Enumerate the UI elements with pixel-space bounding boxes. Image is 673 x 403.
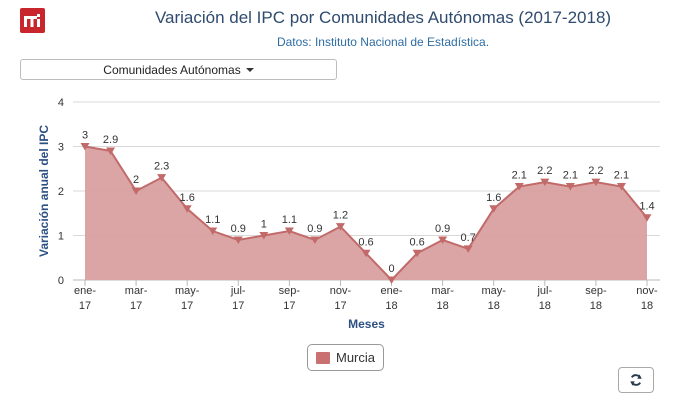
x-tick-label: 17 — [130, 300, 142, 312]
data-label: 0 — [388, 263, 394, 275]
y-tick-label: 0 — [58, 275, 64, 287]
data-label: 1.1 — [282, 214, 297, 226]
data-point-marker — [489, 205, 499, 213]
data-label: 2.2 — [588, 165, 603, 177]
x-tick-label: 18 — [590, 300, 602, 312]
y-tick-label: 2 — [58, 186, 64, 198]
data-label: 2 — [133, 174, 139, 186]
x-tick-label: nov- — [636, 285, 658, 297]
data-label: 0.6 — [409, 236, 424, 248]
x-tick-label: 18 — [385, 300, 397, 312]
series-area-murcia — [85, 146, 647, 280]
data-label: 2.2 — [537, 165, 552, 177]
x-tick-label: 18 — [539, 300, 551, 312]
data-point-marker — [233, 236, 243, 244]
x-tick-label: mar- — [125, 285, 148, 297]
x-axis-title: Meses — [348, 317, 385, 331]
data-point-marker — [463, 245, 473, 253]
data-point-marker — [412, 249, 422, 258]
data-point-marker — [540, 178, 550, 187]
data-point-marker — [514, 183, 524, 191]
data-point-marker — [259, 232, 269, 240]
data-label: 1 — [261, 219, 267, 231]
data-label: 2.1 — [614, 170, 629, 182]
x-tick-label: ene- — [74, 285, 96, 297]
legend-label: Murcia — [336, 350, 376, 365]
data-label: 0.9 — [435, 223, 450, 235]
y-tick-label: 4 — [58, 97, 64, 109]
data-point-marker — [565, 183, 575, 191]
x-tick-label: 18 — [641, 300, 653, 312]
refresh-icon — [630, 374, 642, 386]
x-tick-label: sep- — [585, 285, 607, 297]
x-tick-label: jul- — [230, 285, 246, 297]
data-label: 2.3 — [154, 161, 169, 173]
x-tick-label: sep- — [279, 285, 301, 297]
data-label: 1.6 — [180, 192, 195, 204]
x-tick-label: nov- — [330, 285, 352, 297]
y-tick-label: 3 — [58, 142, 64, 154]
x-tick-label: ene- — [381, 285, 403, 297]
y-axis-title: Variación anual del IPC — [37, 125, 51, 257]
data-point-marker — [438, 236, 448, 244]
caret-down-icon — [245, 67, 254, 72]
ine-logo-icon — [20, 8, 45, 33]
data-point-marker — [284, 227, 294, 236]
data-point-marker — [310, 236, 320, 244]
chart-title: Variación del IPC por Comunidades Autóno… — [154, 8, 612, 27]
data-label: 2.1 — [512, 170, 527, 182]
data-label: 0.9 — [231, 223, 246, 235]
data-point-marker — [616, 183, 626, 191]
x-tick-label: may- — [482, 285, 507, 297]
x-tick-label: 17 — [79, 300, 91, 312]
x-tick-label: 18 — [488, 300, 500, 312]
data-label: 3 — [82, 130, 88, 142]
data-point-marker — [208, 227, 218, 236]
data-point-marker — [106, 147, 116, 155]
x-tick-label: jul- — [536, 285, 552, 297]
x-tick-label: mar- — [431, 285, 454, 297]
data-label: 1.4 — [639, 201, 654, 213]
data-point-marker — [387, 276, 397, 284]
data-label: 1.1 — [205, 214, 220, 226]
x-tick-label: 17 — [232, 300, 244, 312]
data-point-marker — [591, 178, 601, 187]
legend-item-murcia[interactable]: Murcia — [307, 344, 385, 371]
data-point-marker — [335, 223, 345, 231]
refresh-button[interactable] — [618, 367, 654, 393]
region-selector-label: Comunidades Autónomas — [103, 62, 241, 77]
data-point-marker — [131, 187, 141, 195]
x-tick-label: 17 — [283, 300, 295, 312]
data-label: 2.9 — [103, 134, 118, 146]
data-point-marker — [642, 214, 652, 222]
y-tick-label: 1 — [58, 231, 64, 243]
data-label: 1.6 — [486, 192, 501, 204]
x-tick-label: 18 — [437, 300, 449, 312]
legend-swatch — [316, 351, 330, 364]
data-label: 2.1 — [563, 170, 578, 182]
chart-subtitle: Datos: Instituto Nacional de Estadística… — [276, 35, 490, 49]
x-tick-label: 17 — [181, 300, 193, 312]
data-label: 0.7 — [461, 232, 476, 244]
data-point-marker — [361, 249, 371, 258]
data-point-marker — [80, 143, 90, 151]
x-tick-label: may- — [175, 285, 200, 297]
region-selector-dropdown[interactable]: Comunidades Autónomas — [20, 59, 337, 80]
data-point-marker — [182, 205, 192, 213]
data-label: 1.2 — [333, 210, 348, 222]
x-tick-label: 17 — [334, 300, 346, 312]
data-point-marker — [157, 174, 167, 182]
data-label: 0.6 — [358, 236, 373, 248]
data-label: 0.9 — [307, 223, 322, 235]
